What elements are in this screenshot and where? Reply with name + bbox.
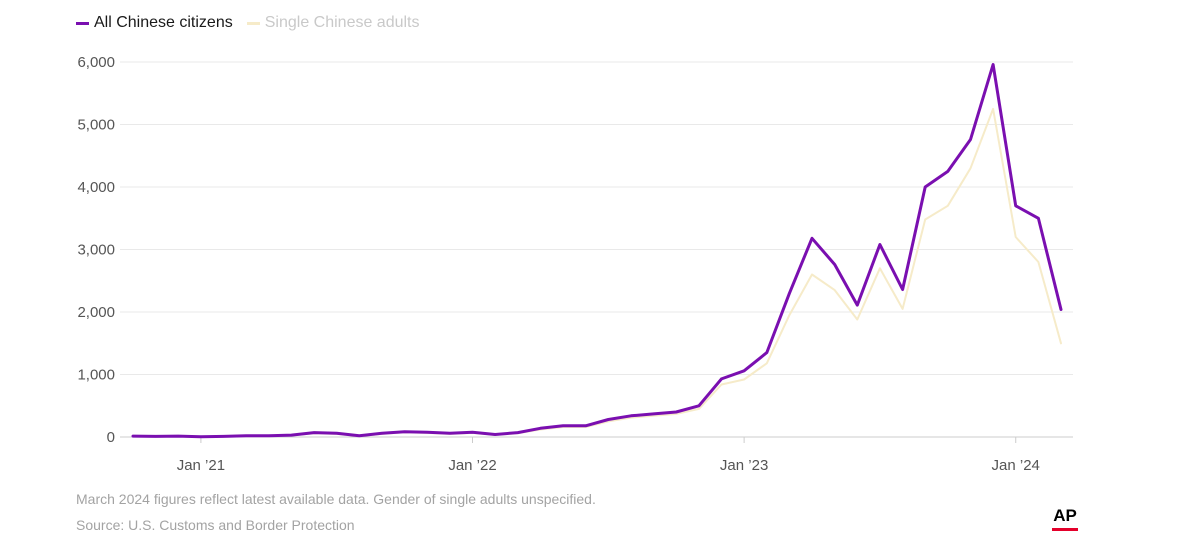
x-tick-label: Jan ’24 xyxy=(992,457,1040,474)
series-line-all-citizens xyxy=(131,63,1063,439)
x-tick-label: Jan ’23 xyxy=(720,457,768,474)
ap-logo-bar xyxy=(1052,528,1078,531)
legend-swatch-all-citizens xyxy=(76,21,89,25)
legend-item-all-citizens[interactable]: All Chinese citizens xyxy=(76,14,233,32)
ap-logo: AP xyxy=(1052,506,1078,531)
grid-layer xyxy=(120,61,1073,375)
y-tick-label: 6,000 xyxy=(77,54,115,71)
y-tick-label: 0 xyxy=(107,429,115,446)
x-tick-label: Jan ’21 xyxy=(177,457,225,474)
y-tick-label: 4,000 xyxy=(77,179,115,196)
x-tick-label: Jan ’22 xyxy=(448,457,496,474)
y-tick-label: 1,000 xyxy=(77,367,115,384)
chart-note: March 2024 figures reflect latest availa… xyxy=(76,491,596,507)
series-layer xyxy=(131,63,1063,439)
axis-layer: 0 1,000 2,000 3,000 4,000 5,000 6,000 Jan ’21 Ja… xyxy=(77,54,1073,474)
y-tick-label: 2,000 xyxy=(77,304,115,321)
legend-item-single-adults[interactable]: Single Chinese adults xyxy=(246,14,420,32)
y-tick-label: 3,000 xyxy=(77,242,115,259)
legend: All Chinese citizens Single Chinese adul… xyxy=(76,14,434,32)
legend-label-single-adults: Single Chinese adults xyxy=(264,14,420,31)
legend-swatch-single-adults xyxy=(246,21,260,25)
series-line-single-adults xyxy=(132,107,1062,438)
ap-logo-text: AP xyxy=(1053,506,1077,525)
chart-source: Source: U.S. Customs and Border Protecti… xyxy=(76,517,355,533)
legend-label-all-citizens: All Chinese citizens xyxy=(94,14,233,31)
y-tick-label: 5,000 xyxy=(77,117,115,134)
